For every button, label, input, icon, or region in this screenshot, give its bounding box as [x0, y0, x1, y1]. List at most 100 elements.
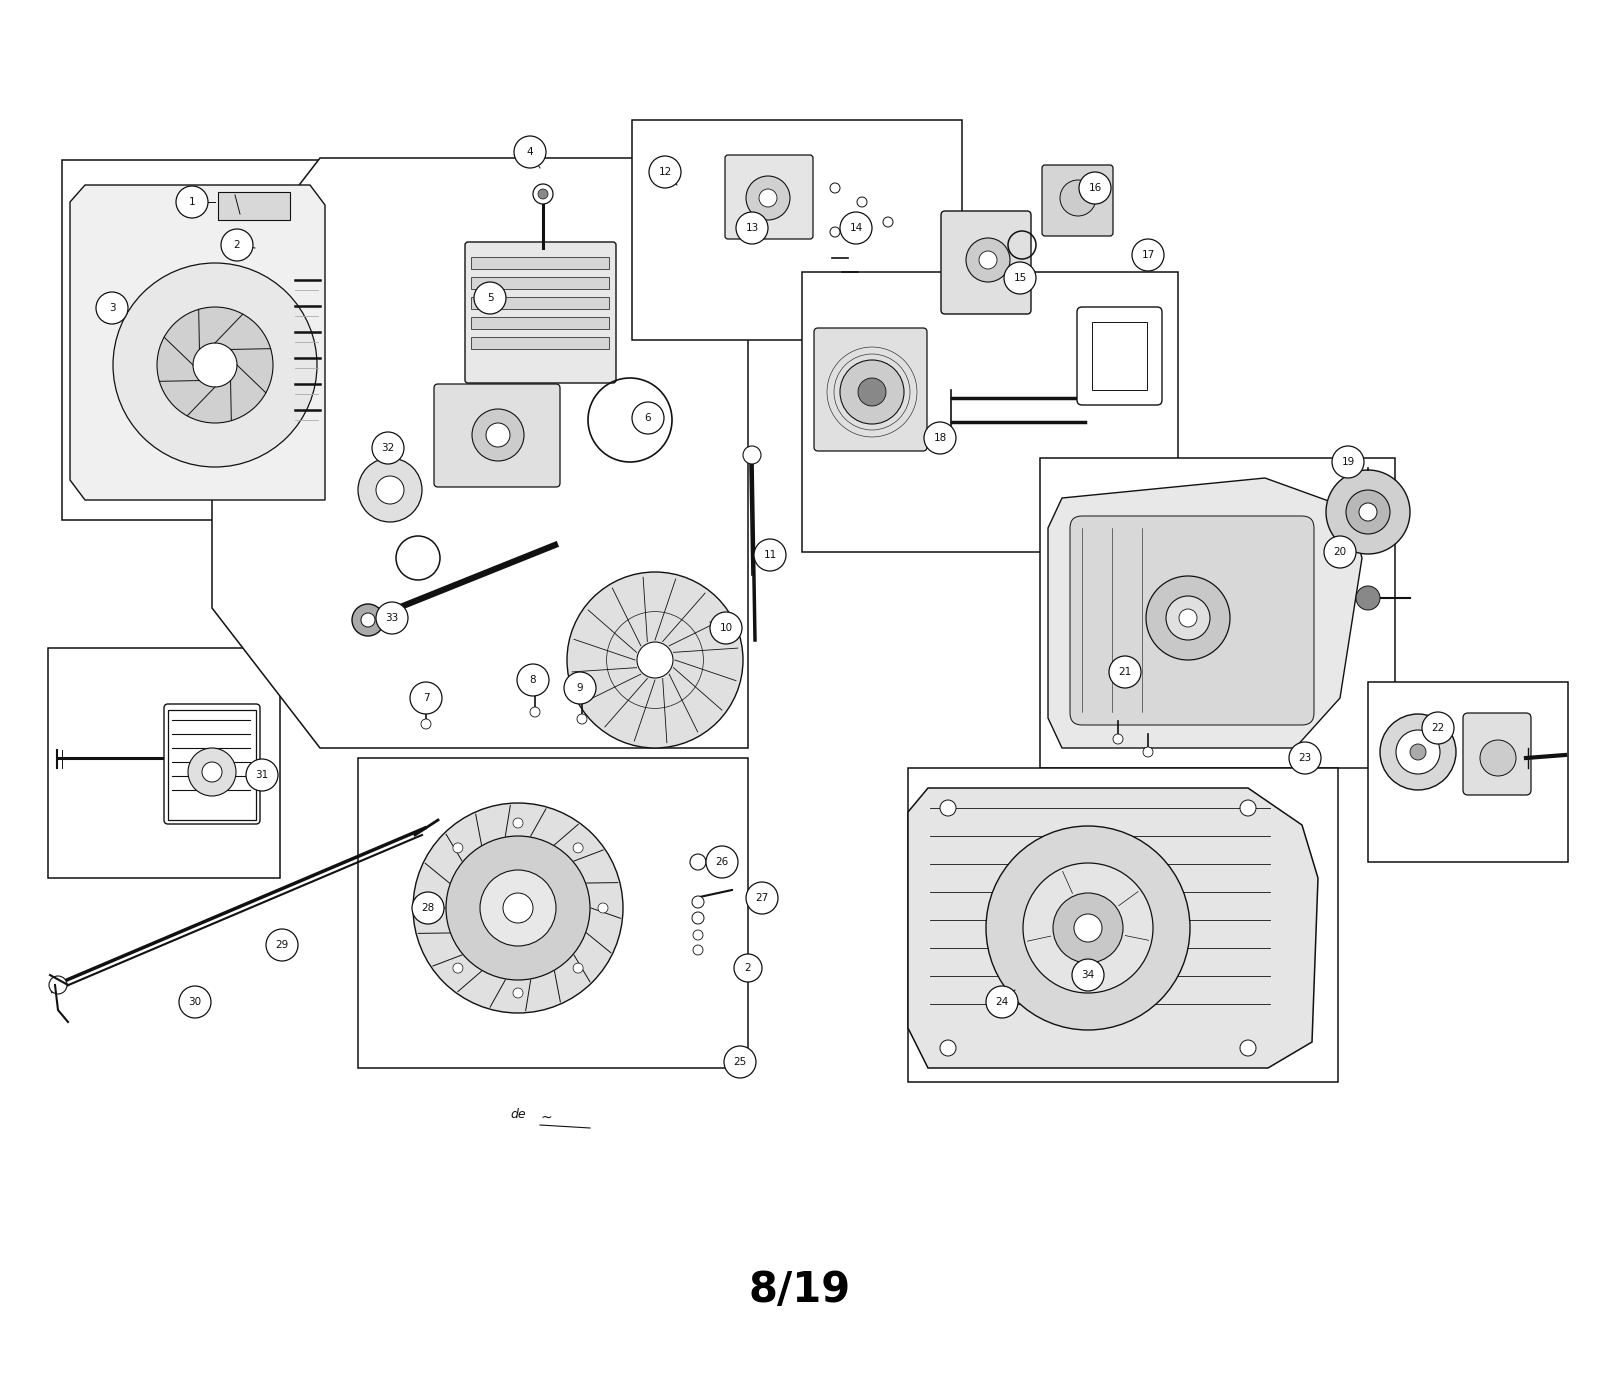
Text: 13: 13	[746, 223, 758, 233]
Circle shape	[650, 156, 682, 189]
Circle shape	[517, 664, 549, 695]
Circle shape	[413, 803, 622, 1013]
Polygon shape	[62, 160, 339, 521]
Circle shape	[446, 836, 590, 980]
Circle shape	[966, 238, 1010, 282]
Circle shape	[1166, 596, 1210, 640]
Text: 34: 34	[1082, 969, 1094, 980]
Text: 10: 10	[720, 622, 733, 633]
Circle shape	[736, 212, 768, 244]
Circle shape	[746, 176, 790, 220]
Circle shape	[1179, 609, 1197, 627]
Circle shape	[566, 571, 742, 748]
Circle shape	[179, 986, 211, 1018]
Circle shape	[1410, 744, 1426, 760]
Text: 8: 8	[530, 675, 536, 684]
Circle shape	[514, 818, 523, 828]
Circle shape	[1078, 172, 1110, 204]
Circle shape	[502, 894, 533, 923]
Circle shape	[1422, 712, 1454, 744]
Bar	[470, 297, 610, 308]
Text: 4: 4	[526, 147, 533, 157]
Circle shape	[563, 672, 595, 704]
Polygon shape	[211, 158, 749, 748]
Text: 15: 15	[1013, 273, 1027, 284]
Circle shape	[691, 896, 704, 907]
Circle shape	[830, 183, 840, 193]
Bar	[218, 191, 290, 220]
Circle shape	[429, 903, 438, 913]
Circle shape	[1325, 536, 1357, 567]
Circle shape	[691, 912, 704, 924]
Text: 23: 23	[1298, 753, 1312, 763]
Circle shape	[693, 929, 702, 940]
Bar	[470, 257, 610, 269]
Text: 3: 3	[109, 303, 115, 313]
Bar	[1091, 322, 1147, 390]
Text: 2: 2	[234, 240, 240, 251]
FancyBboxPatch shape	[434, 384, 560, 487]
FancyBboxPatch shape	[1462, 713, 1531, 795]
Text: 5: 5	[486, 293, 493, 303]
Circle shape	[637, 642, 674, 677]
Circle shape	[1059, 180, 1096, 216]
Circle shape	[530, 706, 541, 717]
FancyBboxPatch shape	[725, 156, 813, 240]
Circle shape	[362, 613, 374, 627]
Circle shape	[1074, 914, 1102, 942]
Circle shape	[706, 845, 738, 879]
FancyBboxPatch shape	[814, 328, 926, 452]
Text: 22: 22	[1432, 723, 1445, 733]
Circle shape	[96, 292, 128, 324]
Circle shape	[1114, 734, 1123, 744]
Circle shape	[734, 954, 762, 982]
Polygon shape	[802, 273, 1178, 552]
Circle shape	[1240, 1040, 1256, 1056]
Circle shape	[1053, 894, 1123, 963]
Circle shape	[598, 903, 608, 913]
Text: 20: 20	[1333, 547, 1347, 558]
Circle shape	[1142, 746, 1154, 757]
Circle shape	[176, 186, 208, 218]
Text: de: de	[510, 1108, 526, 1121]
Circle shape	[114, 263, 317, 467]
Text: 18: 18	[933, 432, 947, 443]
Circle shape	[986, 826, 1190, 1030]
Circle shape	[858, 197, 867, 207]
Circle shape	[376, 602, 408, 633]
Bar	[470, 317, 610, 329]
Text: 7: 7	[422, 693, 429, 704]
Circle shape	[1480, 739, 1517, 777]
Circle shape	[723, 1047, 757, 1078]
Text: 11: 11	[763, 549, 776, 560]
Polygon shape	[1048, 478, 1362, 748]
Polygon shape	[1368, 682, 1568, 862]
Polygon shape	[909, 788, 1318, 1069]
Circle shape	[514, 989, 523, 998]
Polygon shape	[48, 649, 280, 879]
FancyBboxPatch shape	[1077, 307, 1162, 405]
Text: 2: 2	[744, 963, 752, 974]
Circle shape	[533, 185, 554, 204]
Circle shape	[1326, 470, 1410, 554]
Circle shape	[410, 682, 442, 715]
Circle shape	[1133, 240, 1165, 271]
Circle shape	[742, 446, 762, 464]
Circle shape	[693, 945, 702, 956]
Circle shape	[194, 343, 237, 387]
Circle shape	[758, 189, 778, 207]
FancyBboxPatch shape	[941, 211, 1030, 314]
Text: 31: 31	[256, 770, 269, 779]
Circle shape	[1331, 446, 1363, 478]
Polygon shape	[1040, 459, 1395, 768]
Text: 17: 17	[1141, 251, 1155, 260]
Text: 12: 12	[658, 167, 672, 178]
Text: 16: 16	[1088, 183, 1102, 193]
Circle shape	[710, 611, 742, 644]
Circle shape	[1290, 742, 1322, 774]
Circle shape	[573, 963, 582, 974]
Circle shape	[413, 892, 445, 924]
Circle shape	[246, 759, 278, 790]
Circle shape	[1005, 262, 1037, 295]
Text: 33: 33	[386, 613, 398, 622]
